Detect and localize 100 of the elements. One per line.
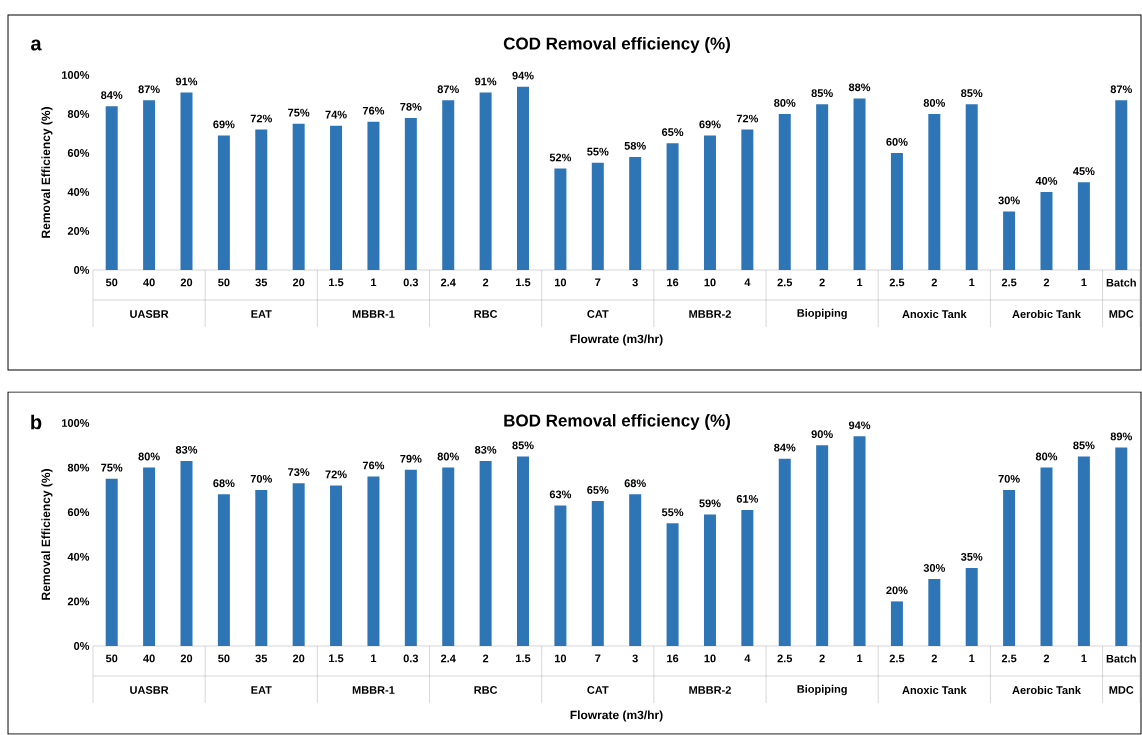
x-tick-label: 40 — [143, 654, 155, 663]
x-tick-label: 1.5 — [329, 278, 344, 287]
x-axis-title: Flowrate (m3/hr) — [570, 334, 663, 346]
x-tick-label: 2.5 — [777, 278, 793, 287]
x-tick-label: 4 — [744, 654, 751, 663]
text: Anoxic Tank — [902, 309, 967, 319]
x-tick-label: 50 — [218, 654, 230, 663]
bar — [330, 485, 343, 646]
data-label: 76% — [362, 461, 385, 470]
text: EAT — [251, 686, 272, 694]
text: MDC — [1109, 310, 1134, 318]
data-label: 87% — [437, 85, 459, 94]
x-tick-label: 1.5 — [329, 654, 344, 663]
x-tick-label: 50 — [105, 278, 118, 287]
y-axis-title: Removal Efficiency (%) — [41, 107, 53, 238]
data-label: 90% — [811, 430, 833, 439]
x-tick-label: 1.5 — [516, 278, 531, 287]
data-label: 80% — [1035, 452, 1058, 461]
data-label: 83% — [474, 445, 497, 454]
data-label: 58% — [624, 141, 646, 150]
x-tick-label: 2 — [819, 278, 825, 287]
bar — [965, 567, 978, 646]
bar — [479, 92, 492, 270]
data-label: 45% — [1073, 167, 1095, 176]
bar — [404, 469, 417, 646]
bar — [517, 456, 530, 646]
y-tick-label: 40% — [67, 552, 90, 561]
bar — [442, 467, 455, 646]
bar — [629, 156, 642, 270]
data-label: 80% — [437, 452, 459, 461]
bar — [554, 168, 567, 270]
data-label: 84% — [101, 91, 123, 99]
data-label: 59% — [699, 499, 721, 508]
data-label: 79% — [400, 454, 422, 463]
data-label: 72% — [325, 470, 347, 479]
bar — [143, 467, 156, 646]
data-label: 65% — [587, 486, 609, 494]
text: EAT — [251, 310, 272, 318]
bar — [965, 104, 978, 270]
bar — [666, 523, 679, 646]
x-tick-label: 10 — [554, 278, 567, 287]
bar — [479, 460, 492, 646]
bar — [143, 100, 156, 270]
bar — [591, 162, 604, 270]
data-label: 52% — [549, 153, 572, 162]
text: MBBR-1 — [352, 686, 395, 694]
data-label: 85% — [512, 441, 534, 450]
data-label: 69% — [699, 120, 721, 129]
data-label: 80% — [774, 99, 796, 107]
data-label: 91% — [175, 77, 198, 86]
x-tick-label: 35 — [255, 654, 268, 663]
bar — [1040, 191, 1053, 270]
x-tick-label: 20 — [292, 278, 305, 287]
bar — [890, 152, 903, 270]
data-label: 65% — [661, 128, 684, 137]
data-label: 80% — [138, 452, 160, 461]
text: MBBR-2 — [689, 310, 731, 318]
y-tick-label: 20% — [67, 597, 90, 606]
text: CAT — [587, 310, 609, 318]
data-label: 68% — [624, 479, 646, 488]
x-tick-label: 40 — [143, 278, 155, 287]
bar — [367, 121, 380, 270]
data-label: 85% — [1073, 441, 1095, 450]
bar — [703, 514, 716, 646]
data-label: 70% — [998, 474, 1020, 483]
text: Biopiping — [797, 308, 847, 320]
x-tick-label: 2 — [482, 278, 489, 287]
data-label: 20% — [886, 586, 908, 595]
bar — [853, 98, 866, 270]
x-tick-label: 1 — [857, 654, 863, 663]
data-label: 75% — [101, 463, 123, 472]
x-tick-label: 0.3 — [403, 654, 419, 663]
data-label: 76% — [362, 106, 385, 115]
data-label: 87% — [1110, 85, 1132, 94]
x-tick-label: 7 — [595, 654, 601, 663]
x-tick-label: 20 — [180, 278, 193, 287]
y-tick-label: 0% — [74, 642, 90, 650]
data-label: 74% — [325, 110, 347, 119]
bar — [330, 125, 343, 270]
bar — [292, 123, 305, 270]
data-label: 70% — [250, 474, 272, 483]
x-axis-title: Flowrate (m3/hr) — [570, 710, 663, 722]
bar — [1115, 447, 1128, 646]
x-tick-label: 2.5 — [1001, 654, 1017, 663]
x-tick-label: 2.5 — [1001, 278, 1017, 287]
data-label: 68% — [213, 479, 235, 488]
x-tick-label: 35 — [255, 278, 268, 287]
text: MBBR-2 — [689, 686, 731, 694]
x-tick-label: 4 — [744, 278, 751, 287]
text: Aerobic Tank — [1012, 309, 1081, 319]
x-tick-label: 7 — [595, 278, 601, 287]
data-label: 88% — [848, 83, 871, 92]
bar — [1077, 456, 1090, 646]
x-tick-label: 2 — [1043, 278, 1050, 287]
data-label: 91% — [474, 77, 497, 86]
x-tick-label: 1 — [371, 278, 377, 287]
x-tick-label: 16 — [667, 278, 679, 287]
data-label: 73% — [288, 468, 310, 476]
data-label: 87% — [138, 85, 160, 94]
text: RBC — [474, 310, 498, 318]
